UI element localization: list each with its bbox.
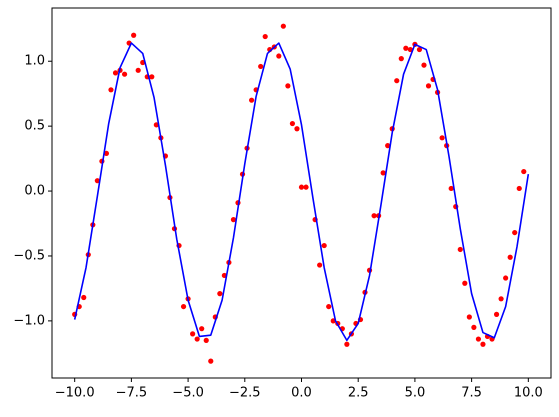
data-point (294, 126, 300, 132)
data-point (135, 67, 141, 73)
data-point (131, 32, 137, 38)
data-point (326, 303, 332, 310)
data-point (199, 326, 205, 332)
data-point (466, 314, 472, 320)
data-point (480, 341, 486, 347)
data-point (398, 56, 404, 62)
data-point (230, 217, 237, 223)
data-point (258, 63, 264, 70)
data-point (439, 135, 445, 141)
data-point (425, 83, 432, 89)
data-point (344, 341, 350, 347)
x-tick-label: −2.5 (229, 386, 261, 401)
data-point (103, 150, 110, 157)
data-point (203, 337, 209, 343)
data-point (217, 291, 223, 297)
y-tick-label: −0.5 (13, 248, 45, 263)
data-point (371, 213, 377, 219)
data-point (462, 280, 468, 286)
data-point (498, 296, 504, 302)
x-tick-label: −7.5 (116, 386, 148, 401)
data-point (394, 78, 400, 84)
data-point (276, 53, 282, 59)
data-point (471, 324, 477, 330)
x-tick-label: 2.5 (348, 386, 369, 401)
data-point (249, 97, 255, 103)
data-point (521, 168, 527, 175)
x-tick-label: 0.0 (291, 386, 312, 401)
data-point (512, 229, 518, 236)
data-point (457, 246, 463, 253)
y-tick-label: 1.0 (24, 54, 45, 69)
x-tick-label: −10.0 (55, 386, 95, 401)
data-point (516, 185, 522, 192)
data-point (180, 303, 187, 310)
x-tick-label: 7.5 (461, 386, 482, 401)
fit-line (73, 42, 530, 342)
data-point (380, 170, 386, 176)
data-point (112, 70, 119, 76)
x-tick-label: 10.0 (514, 386, 543, 401)
data-point (190, 331, 196, 337)
data-point (289, 120, 296, 127)
data-point (262, 33, 268, 40)
data-point (493, 311, 500, 317)
plot-frame (51, 7, 552, 379)
data-point (149, 74, 155, 80)
y-tick-label: −1.0 (13, 313, 45, 328)
data-point (121, 71, 128, 77)
data-point (81, 294, 87, 301)
data-point (448, 185, 454, 192)
data-point (421, 62, 427, 68)
data-point (507, 254, 513, 260)
data-point (475, 336, 482, 342)
data-point (208, 358, 214, 364)
x-tick-label: −5.0 (172, 386, 204, 401)
data-point (403, 45, 409, 51)
data-point (303, 184, 309, 190)
data-point (317, 262, 323, 268)
data-point (321, 242, 327, 249)
y-tick-label: 0.5 (24, 119, 45, 134)
data-point (108, 87, 114, 93)
data-point (298, 184, 305, 190)
x-tick-label: 5.0 (405, 386, 426, 401)
data-point (503, 275, 509, 281)
data-point (385, 143, 391, 149)
data-point (280, 23, 286, 29)
data-point (194, 336, 200, 342)
data-point (285, 83, 291, 89)
y-tick-label: 0.0 (24, 184, 45, 199)
data-point (94, 178, 100, 184)
data-point (416, 46, 423, 53)
